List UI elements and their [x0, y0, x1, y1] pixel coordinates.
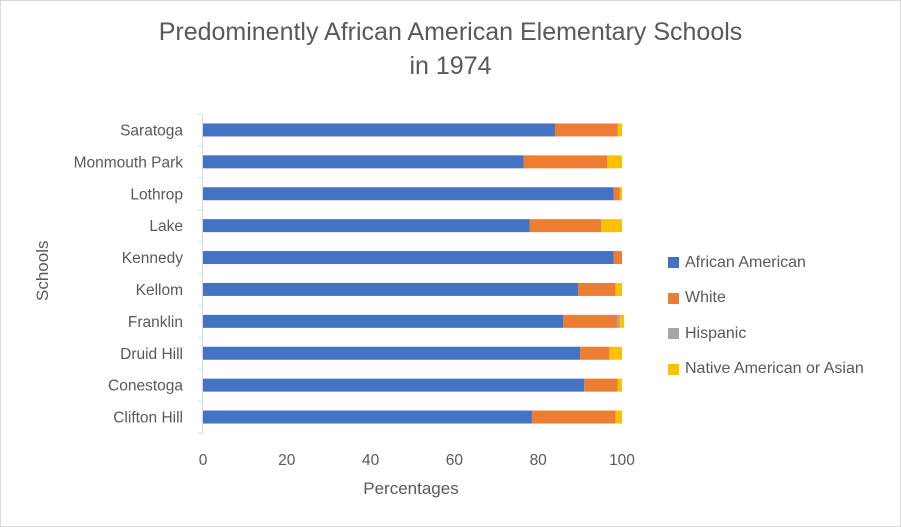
y-tick-label: Clifton Hill [113, 410, 183, 427]
bar-segment [203, 123, 555, 137]
legend-item-native-american-or-asian: Native American or Asian [668, 352, 864, 388]
bar-segment [619, 187, 622, 201]
legend-label: Hispanic [685, 324, 747, 342]
bar-segment [203, 282, 579, 296]
bar-segment [580, 346, 610, 360]
y-tick-label: Kellom [136, 282, 183, 299]
x-tick-label: 100 [609, 452, 635, 469]
legend-swatch [668, 257, 679, 269]
bar-segment [584, 378, 618, 392]
bar-segment [203, 378, 585, 392]
legend-label: White [685, 289, 726, 307]
bar-segment [607, 155, 622, 169]
y-tick-label: Saratoga [120, 122, 183, 139]
bar-segment [563, 314, 618, 328]
bar-segment [203, 155, 524, 169]
legend-item-african-american: African American [668, 245, 864, 281]
y-tick-label: Lothrop [130, 186, 183, 203]
y-tick-label: Conestoga [108, 378, 183, 395]
bar-segment [554, 123, 618, 137]
chart-title: Predominently African American Elementar… [1, 15, 900, 83]
x-axis-title: Percentages [363, 479, 459, 498]
bar-segment [617, 378, 622, 392]
bar-segment [203, 346, 581, 360]
bar-segment [523, 155, 608, 169]
y-tick-label: Monmouth Park [74, 154, 184, 171]
bar-segment [531, 410, 616, 424]
bar-segment [617, 123, 622, 137]
y-axis-title: Schools [33, 240, 52, 301]
y-tick-label: Lake [149, 218, 183, 235]
x-tick-label: 40 [362, 452, 380, 469]
y-tick-label: Kennedy [122, 250, 183, 267]
x-tick-label: 0 [199, 452, 208, 469]
bar-segment [203, 251, 614, 265]
legend-label: African American [685, 253, 806, 271]
bar-segment [613, 187, 620, 201]
legend-swatch [668, 292, 679, 304]
chart-title-line-2: in 1974 [409, 52, 492, 80]
bar-segment [615, 410, 622, 424]
bar-segment [619, 314, 625, 328]
bar-segment [617, 314, 620, 328]
x-tick-label: 80 [530, 452, 548, 469]
x-tick-label: 20 [278, 452, 296, 469]
bar-segment [203, 219, 530, 233]
legend-item-white: White [668, 281, 864, 317]
y-tick-label: Franklin [128, 314, 183, 331]
bar-segment [615, 282, 622, 296]
legend-item-hispanic: Hispanic [668, 316, 864, 352]
legend: African American White Hispanic Native A… [668, 245, 864, 387]
bar-segment [529, 219, 602, 233]
legend-label: Native American or Asian [685, 360, 864, 378]
bar-segment [609, 346, 622, 360]
legend-swatch [668, 328, 679, 340]
x-tick-label: 60 [446, 452, 464, 469]
bar-segment [203, 187, 614, 201]
bar-segment [613, 251, 622, 265]
bar-segment [203, 410, 532, 424]
bar-segment [601, 219, 622, 233]
chart-title-line-1: Predominently African American Elementar… [158, 18, 743, 46]
bar-segment [578, 282, 616, 296]
bar-segment [203, 314, 564, 328]
y-tick-label: Druid Hill [120, 346, 183, 363]
legend-swatch [668, 363, 679, 375]
